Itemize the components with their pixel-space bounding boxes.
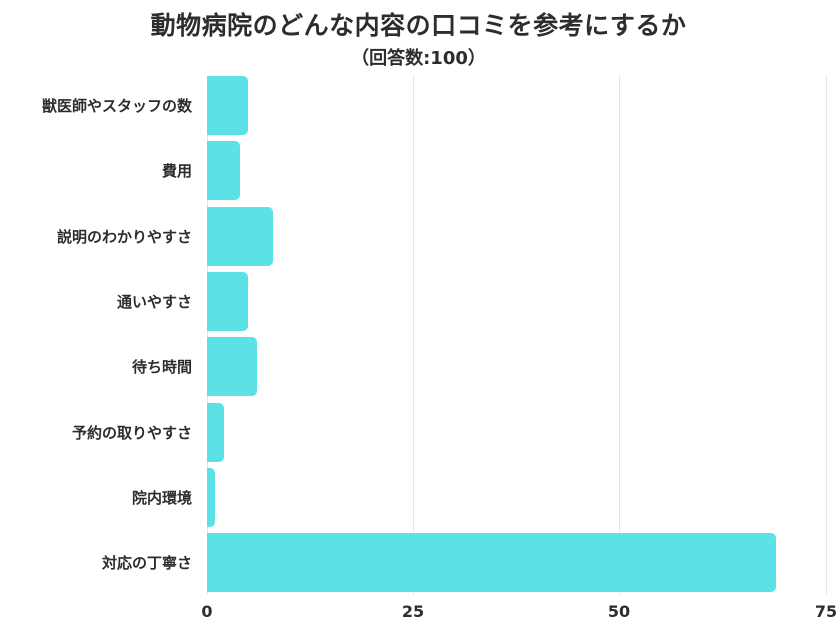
bar bbox=[207, 467, 216, 527]
chart-subtitle: （回答数:100） bbox=[351, 48, 486, 69]
bar bbox=[207, 76, 249, 135]
x-tick-0: 0 bbox=[201, 602, 213, 621]
x-tick-50: 50 bbox=[607, 602, 631, 621]
y-tick-label: 対応の丁寧さ bbox=[101, 554, 192, 573]
bar bbox=[207, 141, 240, 201]
bar bbox=[207, 206, 274, 266]
chart-title: 動物病院のどんな内容の口コミを参考にするか bbox=[150, 11, 687, 40]
bar bbox=[207, 271, 249, 331]
y-tick-label: 説明のわかりやすさ bbox=[56, 227, 192, 246]
bar bbox=[207, 533, 777, 593]
y-axis-line bbox=[207, 76, 208, 594]
y-tick-label: 予約の取りやすさ bbox=[71, 423, 192, 442]
gridline-50 bbox=[619, 76, 620, 594]
y-tick-label: 通いやすさ bbox=[116, 292, 192, 311]
x-tick-75: 75 bbox=[814, 602, 837, 621]
plot-area bbox=[207, 76, 827, 594]
y-tick-label: 獣医師やスタッフの数 bbox=[41, 97, 192, 115]
bar bbox=[207, 402, 224, 462]
y-tick-label: 院内環境 bbox=[131, 488, 192, 507]
y-tick-label: 待ち時間 bbox=[131, 358, 192, 377]
y-tick-label: 費用 bbox=[161, 162, 192, 181]
x-tick-25: 25 bbox=[401, 602, 425, 621]
bar bbox=[207, 337, 257, 397]
gridline-25 bbox=[413, 76, 414, 594]
gridline-75 bbox=[826, 76, 827, 594]
